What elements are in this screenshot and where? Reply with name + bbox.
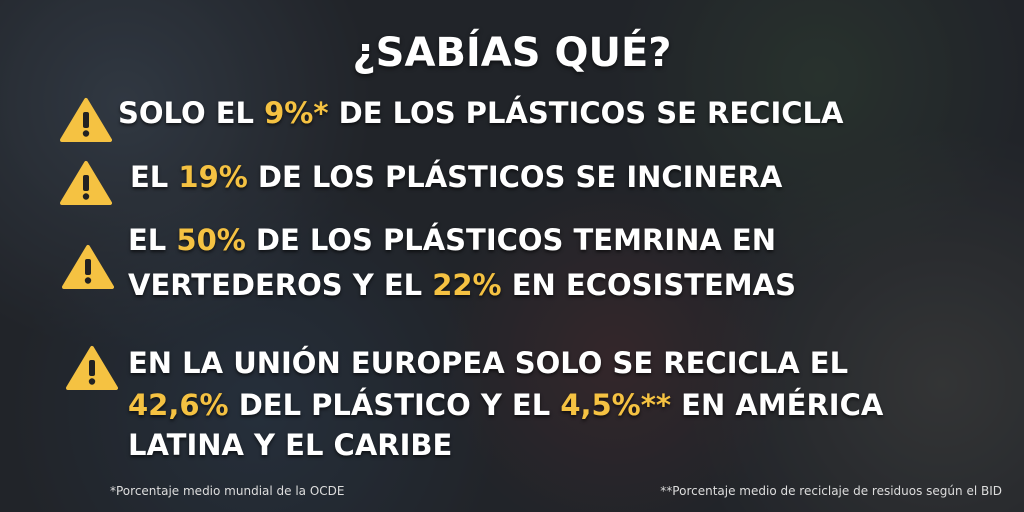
fact-line: EN LA UNIÓN EUROPEA SOLO SE RECICLA EL bbox=[128, 346, 848, 380]
text: SOLO EL bbox=[118, 96, 265, 130]
text: EN AMÉRICA bbox=[671, 388, 884, 422]
highlight: 42,6% bbox=[128, 388, 229, 422]
highlight: 22% bbox=[432, 268, 502, 302]
warning-icon bbox=[66, 345, 118, 391]
fact-line: 42,6% DEL PLÁSTICO Y EL 4,5%** EN AMÉRIC… bbox=[128, 388, 883, 422]
title: ¿SABÍAS QUÉ? bbox=[352, 30, 672, 76]
fact-line: LATINA Y EL CARIBE bbox=[128, 428, 452, 462]
footnote: **Porcentaje medio de reciclaje de resid… bbox=[660, 484, 1002, 498]
highlight: 50% bbox=[176, 223, 246, 257]
highlight: 19% bbox=[178, 160, 248, 194]
warning-icon bbox=[62, 244, 114, 290]
highlight: 9%* bbox=[264, 96, 329, 130]
text: EN ECOSISTEMAS bbox=[501, 268, 796, 302]
warning-icon bbox=[60, 97, 112, 143]
fact-line: SOLO EL 9%* DE LOS PLÁSTICOS SE RECICLA bbox=[118, 96, 843, 130]
text: DE LOS PLÁSTICOS TEMRINA EN bbox=[245, 223, 776, 257]
fact-line: VERTEDEROS Y EL 22% EN ECOSISTEMAS bbox=[128, 268, 796, 302]
text: EN LA UNIÓN EUROPEA SOLO SE RECICLA EL bbox=[128, 346, 849, 380]
text: LATINA Y EL CARIBE bbox=[128, 428, 453, 462]
text: EL bbox=[128, 223, 177, 257]
footnote: *Porcentaje medio mundial de la OCDE bbox=[110, 484, 345, 498]
text: DE LOS PLÁSTICOS SE INCINERA bbox=[247, 160, 783, 194]
text: EL bbox=[130, 160, 179, 194]
fact-line: EL 19% DE LOS PLÁSTICOS SE INCINERA bbox=[130, 160, 782, 194]
text: VERTEDEROS Y EL bbox=[128, 268, 433, 302]
text: DEL PLÁSTICO Y EL bbox=[228, 388, 561, 422]
fact-line: EL 50% DE LOS PLÁSTICOS TEMRINA EN bbox=[128, 223, 776, 257]
highlight: 4,5%** bbox=[560, 388, 672, 422]
text: DE LOS PLÁSTICOS SE RECICLA bbox=[328, 96, 844, 130]
warning-icon bbox=[60, 160, 112, 206]
